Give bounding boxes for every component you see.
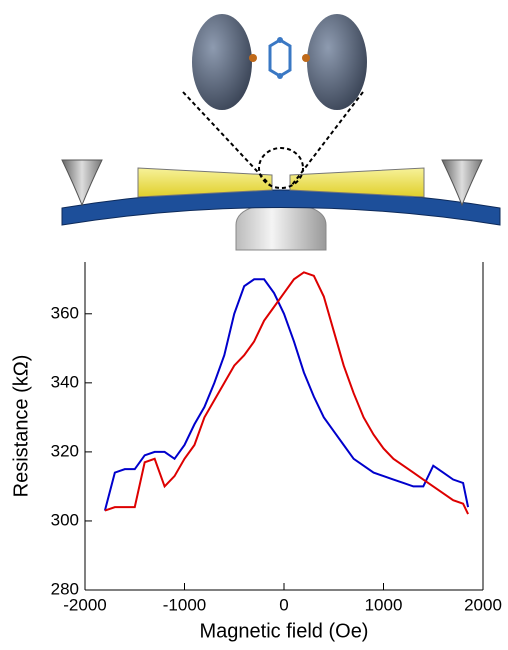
- x-tick-label: 2000: [464, 595, 502, 614]
- data-line: [104, 271, 469, 515]
- y-tick-label: 340: [51, 372, 79, 391]
- y-axis-label: Resistance (kΩ): [10, 355, 32, 498]
- y-tick-label: 320: [51, 441, 79, 460]
- illustration: [61, 14, 501, 251]
- y-tick-label: 360: [51, 303, 79, 322]
- y-tick-label: 300: [51, 510, 79, 529]
- x-tick-label: 1000: [365, 595, 403, 614]
- x-axis-label: Magnetic field (Oe): [200, 620, 369, 642]
- y-tick-label: 280: [51, 579, 79, 598]
- x-tick-label: 0: [279, 595, 288, 614]
- x-tick-label: -1000: [163, 595, 206, 614]
- x-tick-label: -2000: [63, 595, 106, 614]
- data-line: [103, 278, 470, 511]
